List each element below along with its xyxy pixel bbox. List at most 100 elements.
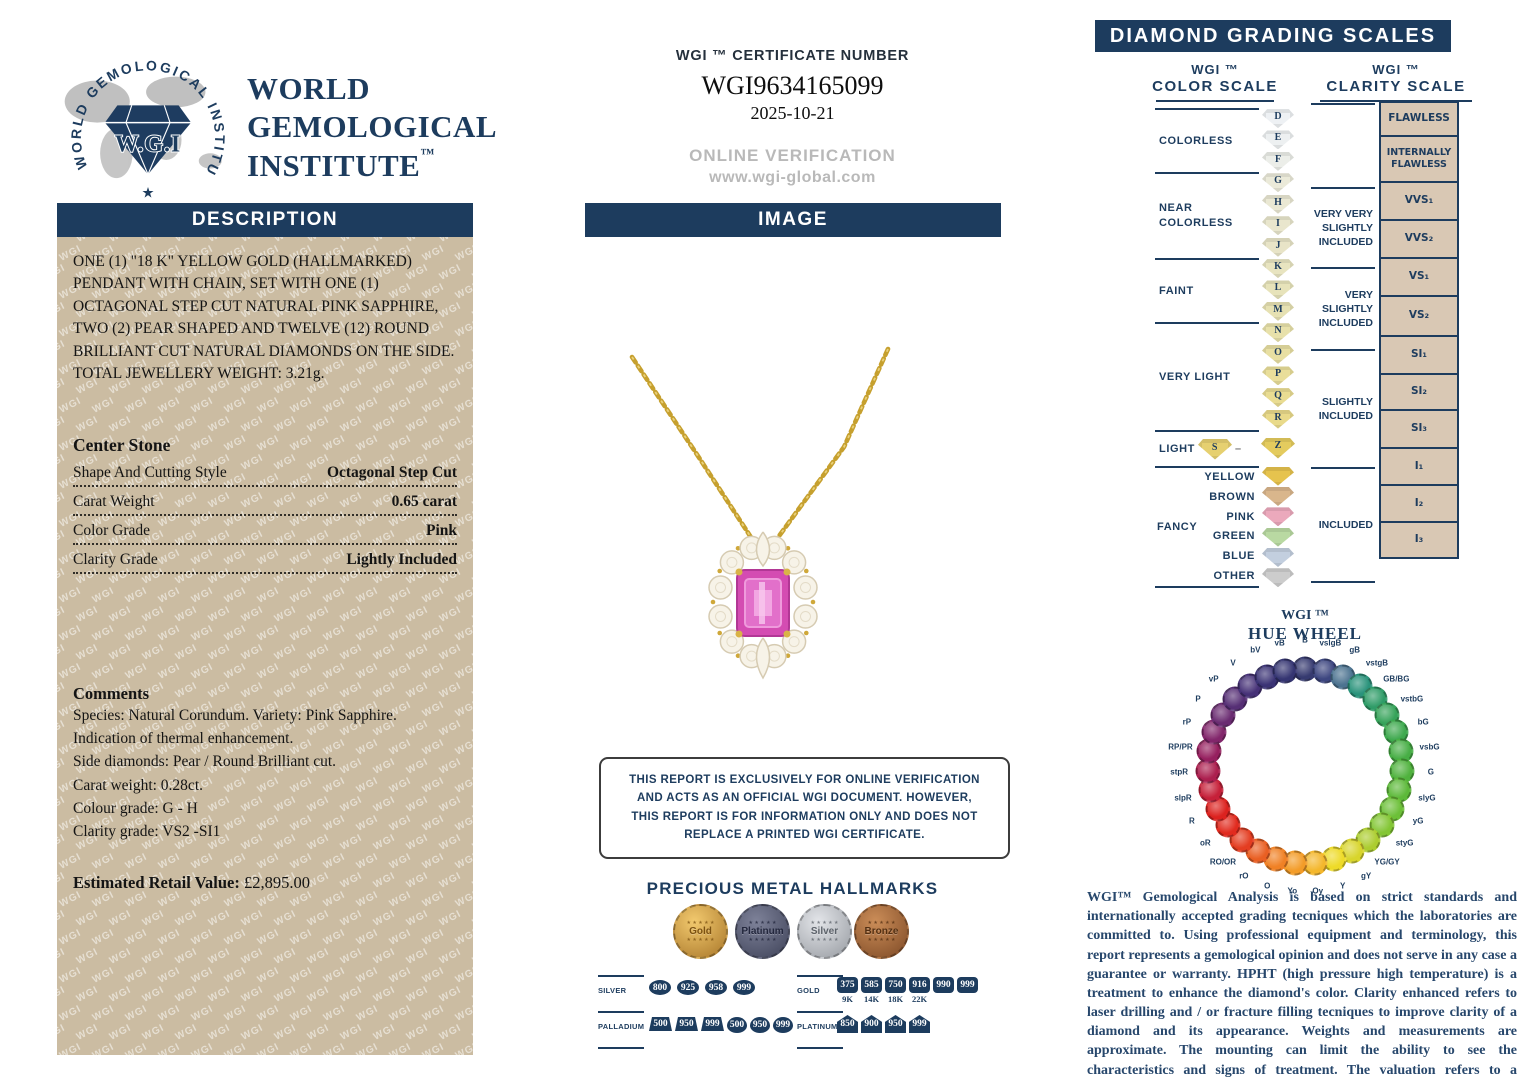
table-row: Shape And Cutting Style Octagonal Step Cu… [73,458,457,487]
logo-initials: W.G.I [115,131,181,157]
comments-heading: Comments [73,683,150,703]
image-header-label: IMAGE [758,209,828,230]
comment-line: Species: Natural Corundum. Variety: Pink… [73,706,397,724]
row-label: Clarity Grade [73,550,158,568]
clarity-scale-wgi: WGI ™ [1372,62,1420,77]
left-column: WORLD GEMOLOGICAL INSTITUTE W.G.I ★ WORL… [57,0,497,1080]
right-column: DIAMOND GRADING SCALES WGI ™ COLOR SCALE… [1087,0,1526,1080]
diamond-icon: H [1262,194,1294,214]
row-value: Octagonal Step Cut [326,463,457,481]
disclaimer-text: WGI™ Gemological Analysis is based on st… [1087,890,1517,1078]
row-value: Lightly Included [346,550,457,568]
hallmark-badge: 999 [909,1015,930,1033]
clarity-group-label: VERY SLIGHTLY INCLUDED [1311,267,1375,349]
diamond-icon: O [1262,344,1294,364]
hue-node-label: stpR [1170,767,1189,777]
hue-node-rP [1201,719,1227,745]
hue-node-label: slpR [1174,793,1192,803]
hallmark-badge: 750 [885,977,906,993]
comments-list: Species: Natural Corundum. Variety: Pink… [73,704,457,844]
clarity-grade-cell: VVS₂ [1379,219,1459,259]
diamond-icon: R [1262,409,1294,429]
table-row: Color Grade Pink [73,516,457,545]
retail-value-label: Estimated Retail Value: [73,873,240,893]
hallmark-badge: 999 [701,1017,724,1031]
gold-hallmark: 375 9K [837,977,858,1004]
grade-letter: I [1276,218,1280,230]
hue-node-bG [1383,719,1409,745]
title-word-3: INSTITUTE [247,147,421,183]
hue-node-label: rP [1182,717,1192,727]
group-label-text: FAINT [1159,284,1194,297]
color-group-gems: Z [1259,430,1297,466]
stars-icon: ★ ★ ★ ★ ★ [810,936,839,943]
hallmark-badge: 925 [677,980,699,995]
hallmark-stamps: SILVER 800 925 958 999 PALLADIUM 500 950 999 5… [585,973,1000,1063]
diamond-icon: K [1262,259,1294,279]
medal-label: Silver [810,925,839,937]
medal-silver: ★ ★ ★ ★ ★ Silver ★ ★ ★ ★ ★ [797,904,852,959]
color-group-light: LIGHT S – Z [1155,430,1297,466]
jewellery-photo [585,237,1000,745]
gold-hallmark: 999 [957,977,978,993]
verification-url[interactable]: www.wgi-global.com [709,169,876,186]
gold-hallmark: 585 14K [861,977,882,1004]
silver-label: SILVER [598,986,627,995]
hue-node-label: V [1230,658,1236,668]
grade-letter: P [1274,368,1282,380]
grade-letter: S [1211,441,1219,453]
clarity-group-label: VERY VERY SLIGHTLY INCLUDED [1311,187,1375,267]
diamond-icon [1262,486,1294,506]
gold-hallmark: 750 18K [885,977,906,1004]
diamond-icon: J [1262,237,1294,257]
hue-node-label: Y [1340,881,1346,891]
clarity-scale-title: CLARITY SCALE [1326,78,1466,95]
gold-hallmarks: 375 9K 585 14K 750 18K 916 22K 990 999 [837,977,978,1004]
clarity-group-labels: VERY VERY SLIGHTLY INCLUDED VERY SLIGHTLY… [1311,103,1375,583]
clarity-grade-cell: I₂ [1379,484,1459,523]
color-group-fancy: FANCY YELLOW BROWN PINK GREEN BLUE OTHER [1155,466,1297,588]
description-header-label: DESCRIPTION [191,209,339,230]
clarity-scale-heading: WGI ™ CLARITY SCALE [1311,62,1481,102]
grade-letter: G [1274,175,1282,187]
hue-node-label: vstgB [1365,658,1389,668]
color-group-colorless: COLORLESS D E F [1155,108,1297,172]
hue-node-O [1263,846,1289,872]
clarity-grade-cell: VS₁ [1379,257,1459,297]
medal-label: Platinum [741,925,784,937]
group-label-text: VERY LIGHT [1159,370,1231,383]
wgi-logo-icon: WORLD GEMOLOGICAL INSTITUTE W.G.I ★ [57,46,226,201]
range-dash: – [1235,442,1242,455]
medal-label: Gold [689,925,712,937]
grade-letter: H [1274,196,1282,208]
clarity-grade-cell: SI₁ [1379,335,1459,375]
diamond-icon [1262,466,1294,486]
retail-value-row: Estimated Retail Value: £2,895.00 [73,873,457,893]
hue-node-label: oR [1200,838,1211,848]
diamond-icon: N [1262,323,1294,343]
hue-node-label: Yo [1287,886,1298,896]
stars-icon: ★ ★ ★ ★ ★ [810,919,839,926]
grade-letter: J [1275,239,1281,251]
diamond-icon: F [1262,151,1294,171]
diamond-icon: E [1262,130,1294,150]
comment-line: Indication of thermal enhancement. [73,730,294,748]
color-scale-chart: COLORLESS D E F NEAR COLORLESS G H I J FAINT K L M VE… [1155,108,1297,588]
hue-wheel-wgi: WGI ™ [1281,608,1329,623]
title-word-2: GEMOLOGICAL [247,108,498,144]
clarity-group-label: SLIGHTLY INCLUDED [1311,349,1375,467]
hallmark-badge: 500 [727,1017,747,1033]
hue-node-vB [1272,658,1298,684]
image-header-bar: IMAGE [585,203,1001,237]
fancy-color-name: OTHER [1213,569,1255,582]
hallmark-badge: 990 [933,977,954,993]
group-label-text: NEAR COLORLESS [1159,202,1233,229]
hue-node-gY [1339,838,1365,864]
table-row: Clarity Grade Lightly Included [73,545,457,574]
hue-node-label: G [1427,767,1434,777]
grade-letter: K [1274,261,1282,273]
divider [598,1011,644,1013]
hallmark-badge: 999 [957,977,978,993]
